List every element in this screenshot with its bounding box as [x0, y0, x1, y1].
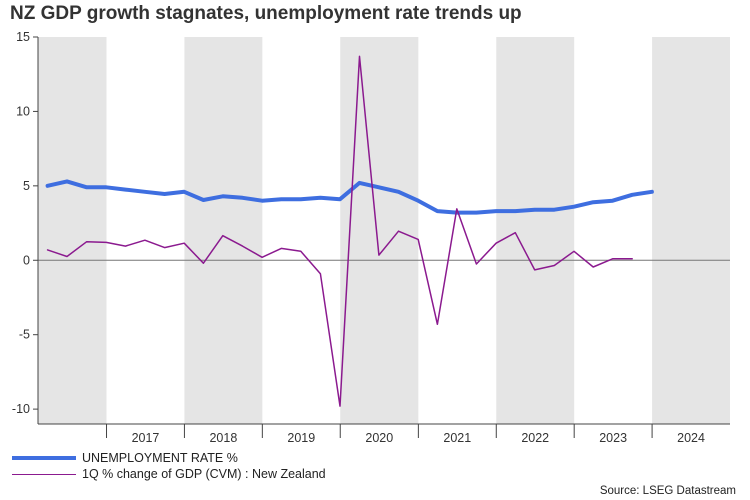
shade-band-2016 [38, 37, 107, 424]
legend-label-unemployment: UNEMPLOYMENT RATE % [82, 451, 238, 465]
x-axis-ticks: 2017 2018 2019 2020 2021 2022 2023 2024 [106, 424, 705, 445]
legend-swatch-gdp [12, 473, 76, 475]
y-tick-label: 10 [16, 104, 30, 118]
legend-swatch-unemployment [12, 456, 76, 460]
chart-title: NZ GDP growth stagnates, unemployment ra… [10, 3, 522, 24]
x-tick-label: 2022 [521, 431, 549, 445]
year-shading [38, 37, 730, 424]
source-note: Source: LSEG Datastream [599, 485, 736, 497]
y-tick-label: 0 [23, 253, 30, 267]
x-tick-label: 2017 [132, 431, 160, 445]
legend-item-unemployment: UNEMPLOYMENT RATE % [12, 450, 326, 466]
shade-band-2018 [184, 37, 263, 424]
legend: UNEMPLOYMENT RATE % 1Q % change of GDP (… [12, 450, 326, 482]
legend-label-gdp: 1Q % change of GDP (CVM) : New Zealand [82, 467, 326, 481]
x-tick-label: 2020 [365, 431, 393, 445]
legend-item-gdp: 1Q % change of GDP (CVM) : New Zealand [12, 466, 326, 482]
y-axis-ticks: 15 10 5 0 -5 -10 [12, 30, 38, 416]
x-tick-label: 2018 [209, 431, 237, 445]
y-tick-label: -5 [19, 328, 30, 342]
x-tick-label: 2023 [599, 431, 627, 445]
shade-band-2022 [496, 37, 575, 424]
axes [37, 37, 730, 425]
x-tick-label: 2024 [677, 431, 705, 445]
series-gdp-line [46, 55, 633, 407]
shade-band-2020 [340, 37, 419, 424]
shade-band-2024 [652, 37, 730, 424]
y-tick-label: -10 [12, 402, 30, 416]
y-tick-label: 15 [16, 30, 30, 44]
x-tick-label: 2019 [287, 431, 315, 445]
series-lines [45, 55, 654, 407]
x-tick-label: 2021 [443, 431, 471, 445]
y-tick-label: 5 [23, 179, 30, 193]
series-unemployment-line [45, 179, 654, 215]
